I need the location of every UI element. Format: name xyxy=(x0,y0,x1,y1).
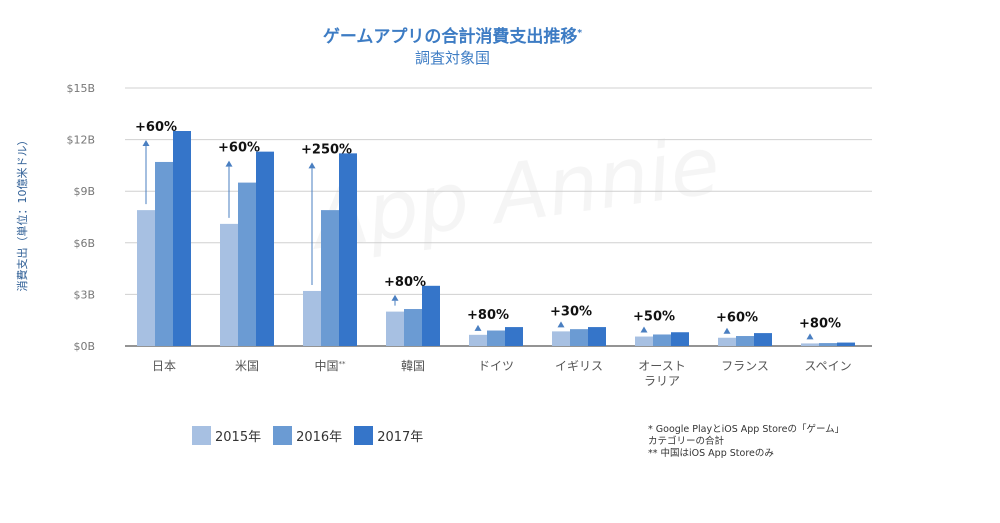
legend-item-2015: 2015年 xyxy=(192,426,261,445)
bar-2017-6 xyxy=(671,332,689,346)
chart-subtitle: 調査対象国 xyxy=(414,49,490,67)
bar-2017-1 xyxy=(256,151,274,346)
growth-label: +80% xyxy=(799,316,841,331)
category-label: スペイン xyxy=(804,359,851,373)
category-label: 日本 xyxy=(152,359,176,373)
footnote-line: カテゴリーの合計 xyxy=(648,436,725,447)
legend-swatch-2017 xyxy=(354,426,374,445)
y-tick-label: $6B xyxy=(73,237,95,250)
y-tick-label: $0B xyxy=(73,340,95,353)
legend-item-2016: 2016年 xyxy=(273,426,342,445)
growth-label: +50% xyxy=(633,310,675,325)
legend-label-2016: 2016年 xyxy=(296,430,343,445)
bar-2015-6 xyxy=(635,336,653,346)
y-tick-label: $9B xyxy=(73,185,95,198)
growth-label: +60% xyxy=(716,311,758,326)
growth-label: +80% xyxy=(467,308,509,323)
y-tick-label: $3B xyxy=(73,288,95,301)
bar-2017-5 xyxy=(588,327,606,346)
category-label: ラリア xyxy=(644,374,680,388)
growth-arrow-head xyxy=(640,326,648,333)
growth-arrow-head xyxy=(474,324,482,331)
bar-2015-7 xyxy=(718,337,736,346)
legend: 2015年 2016年 2017年 xyxy=(192,426,435,445)
footnote-line: ** 中国はiOS App Storeのみ xyxy=(648,448,774,459)
growth-arrow-head xyxy=(557,321,565,328)
category-label: ドイツ xyxy=(478,359,514,373)
bar-2017-3 xyxy=(422,285,440,346)
bar-2017-0 xyxy=(173,131,191,346)
growth-arrow-head xyxy=(391,294,399,301)
footnote-line: * Google PlayとiOS App Storeの「ゲーム」 xyxy=(648,424,845,435)
growth-arrow-head xyxy=(806,333,814,340)
footnotes: * Google PlayとiOS App Storeの「ゲーム」 カテゴリーの… xyxy=(648,424,844,460)
category-label: オースト xyxy=(638,359,685,373)
legend-label-2015: 2015年 xyxy=(215,430,262,445)
growth-arrow-head xyxy=(723,327,731,334)
bar-2016-0 xyxy=(155,161,173,346)
category-label-mark: ** xyxy=(339,360,347,368)
chart-title: ゲームアプリの合計消費支出推移* xyxy=(0,22,905,47)
bar-2015-3 xyxy=(386,311,404,346)
bar-2017-2 xyxy=(339,153,357,346)
bar-2017-4 xyxy=(505,327,523,346)
growth-label: +30% xyxy=(550,304,592,319)
growth-label: +60% xyxy=(218,141,260,156)
legend-item-2017: 2017年 xyxy=(354,426,423,445)
y-tick-label: $15B xyxy=(66,82,95,95)
bar-2016-5 xyxy=(570,329,588,346)
growth-label: +80% xyxy=(384,275,426,290)
category-label: 韓国 xyxy=(401,359,425,373)
category-label: 中国** xyxy=(314,358,346,373)
bar-2015-8 xyxy=(801,343,819,346)
bar-2016-8 xyxy=(819,343,837,346)
chart-title-mark: * xyxy=(577,28,583,39)
watermark-text: App Annie xyxy=(302,118,725,268)
bar-2015-0 xyxy=(137,210,155,346)
bar-2016-6 xyxy=(653,334,671,346)
bar-2016-1 xyxy=(238,182,256,346)
growth-label: +60% xyxy=(135,120,177,135)
legend-swatch-2016 xyxy=(273,426,293,445)
legend-swatch-2015 xyxy=(192,426,211,445)
y-tick-label: $12B xyxy=(66,134,95,147)
bar-2015-4 xyxy=(469,334,487,346)
bar-2015-1 xyxy=(220,223,238,346)
legend-label-2017: 2017年 xyxy=(377,430,424,445)
growth-label: +250% xyxy=(301,142,352,157)
bar-2015-5 xyxy=(552,331,570,346)
bar-2016-7 xyxy=(736,336,754,346)
bar-2017-7 xyxy=(754,333,772,346)
growth-arrow-head xyxy=(142,140,150,146)
bar-2016-3 xyxy=(404,309,422,346)
category-label: イギリス xyxy=(555,359,603,373)
bar-2015-2 xyxy=(303,290,321,346)
category-label: フランス xyxy=(721,359,769,373)
category-label-text: 中国 xyxy=(314,358,338,373)
bar-2016-4 xyxy=(487,330,505,346)
category-label: 米国 xyxy=(235,359,259,373)
growth-arrow-head xyxy=(225,160,233,167)
bar-2017-8 xyxy=(837,342,855,346)
bar-2016-2 xyxy=(321,210,339,346)
chart-title-text: ゲームアプリの合計消費支出推移 xyxy=(322,27,578,47)
growth-arrow-head xyxy=(308,162,316,169)
